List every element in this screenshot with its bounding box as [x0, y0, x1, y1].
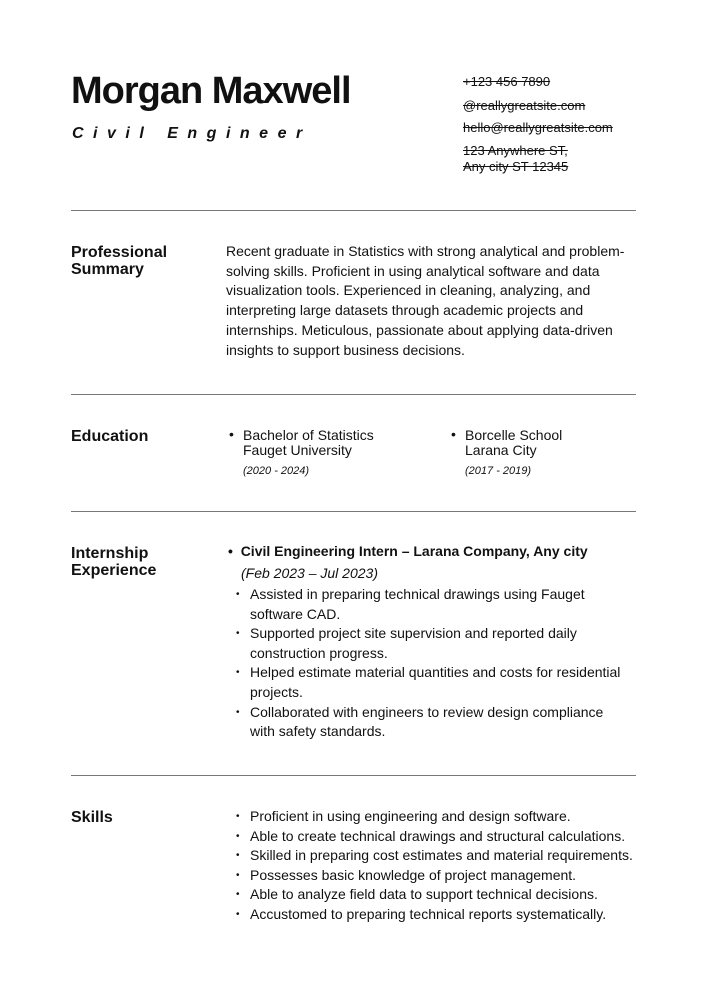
address-line-1: 123 Anywhere ST, — [463, 143, 568, 158]
list-item: Skilled in preparing cost estimates and … — [226, 846, 633, 866]
divider — [71, 775, 636, 776]
phone: +123 456 7890 — [463, 74, 551, 89]
internship-heading: Internship Experience — [71, 545, 157, 579]
list-item: Proficient in using engineering and desi… — [226, 807, 633, 827]
job-title: Civil Engineer — [72, 125, 312, 142]
skills-list: Proficient in using engineering and desi… — [226, 807, 633, 925]
education-item: • Borcelle School Larana City (2017 - 2019) — [451, 426, 563, 478]
internship-role: • Civil Engineering Intern – Larana Comp… — [228, 543, 588, 559]
address-line-2: Any city ST 12345 — [463, 159, 569, 174]
divider — [71, 394, 636, 395]
skills-heading: Skills — [71, 809, 113, 826]
divider — [71, 210, 636, 211]
website: @reallygreatsite.com — [463, 98, 586, 113]
list-item: Collaborated with engineers to review de… — [226, 703, 620, 742]
list-item: Able to create technical drawings and st… — [226, 827, 633, 847]
list-item: Assisted in preparing technical drawings… — [226, 585, 620, 624]
list-item: Supported project site supervision and r… — [226, 624, 620, 663]
summary-text: Recent graduate in Statistics with stron… — [226, 243, 625, 358]
divider — [71, 511, 636, 512]
summary-heading: Professional Summary — [71, 244, 168, 278]
list-item: Accustomed to preparing technical report… — [226, 905, 633, 925]
education-item: • Bachelor of Statistics Fauget University… — [229, 426, 374, 478]
candidate-name: Morgan Maxwell — [71, 70, 351, 112]
email: hello@reallygreatsite.com — [463, 120, 613, 135]
internship-dates: (Feb 2023 – Jul 2023) — [241, 565, 378, 581]
list-item: Possesses basic knowledge of project man… — [226, 866, 633, 886]
internship-bullets: Assisted in preparing technical drawings… — [226, 585, 620, 742]
list-item: Able to analyze field data to support te… — [226, 885, 633, 905]
education-heading: Education — [71, 428, 149, 445]
list-item: Helped estimate material quantities and … — [226, 663, 620, 702]
